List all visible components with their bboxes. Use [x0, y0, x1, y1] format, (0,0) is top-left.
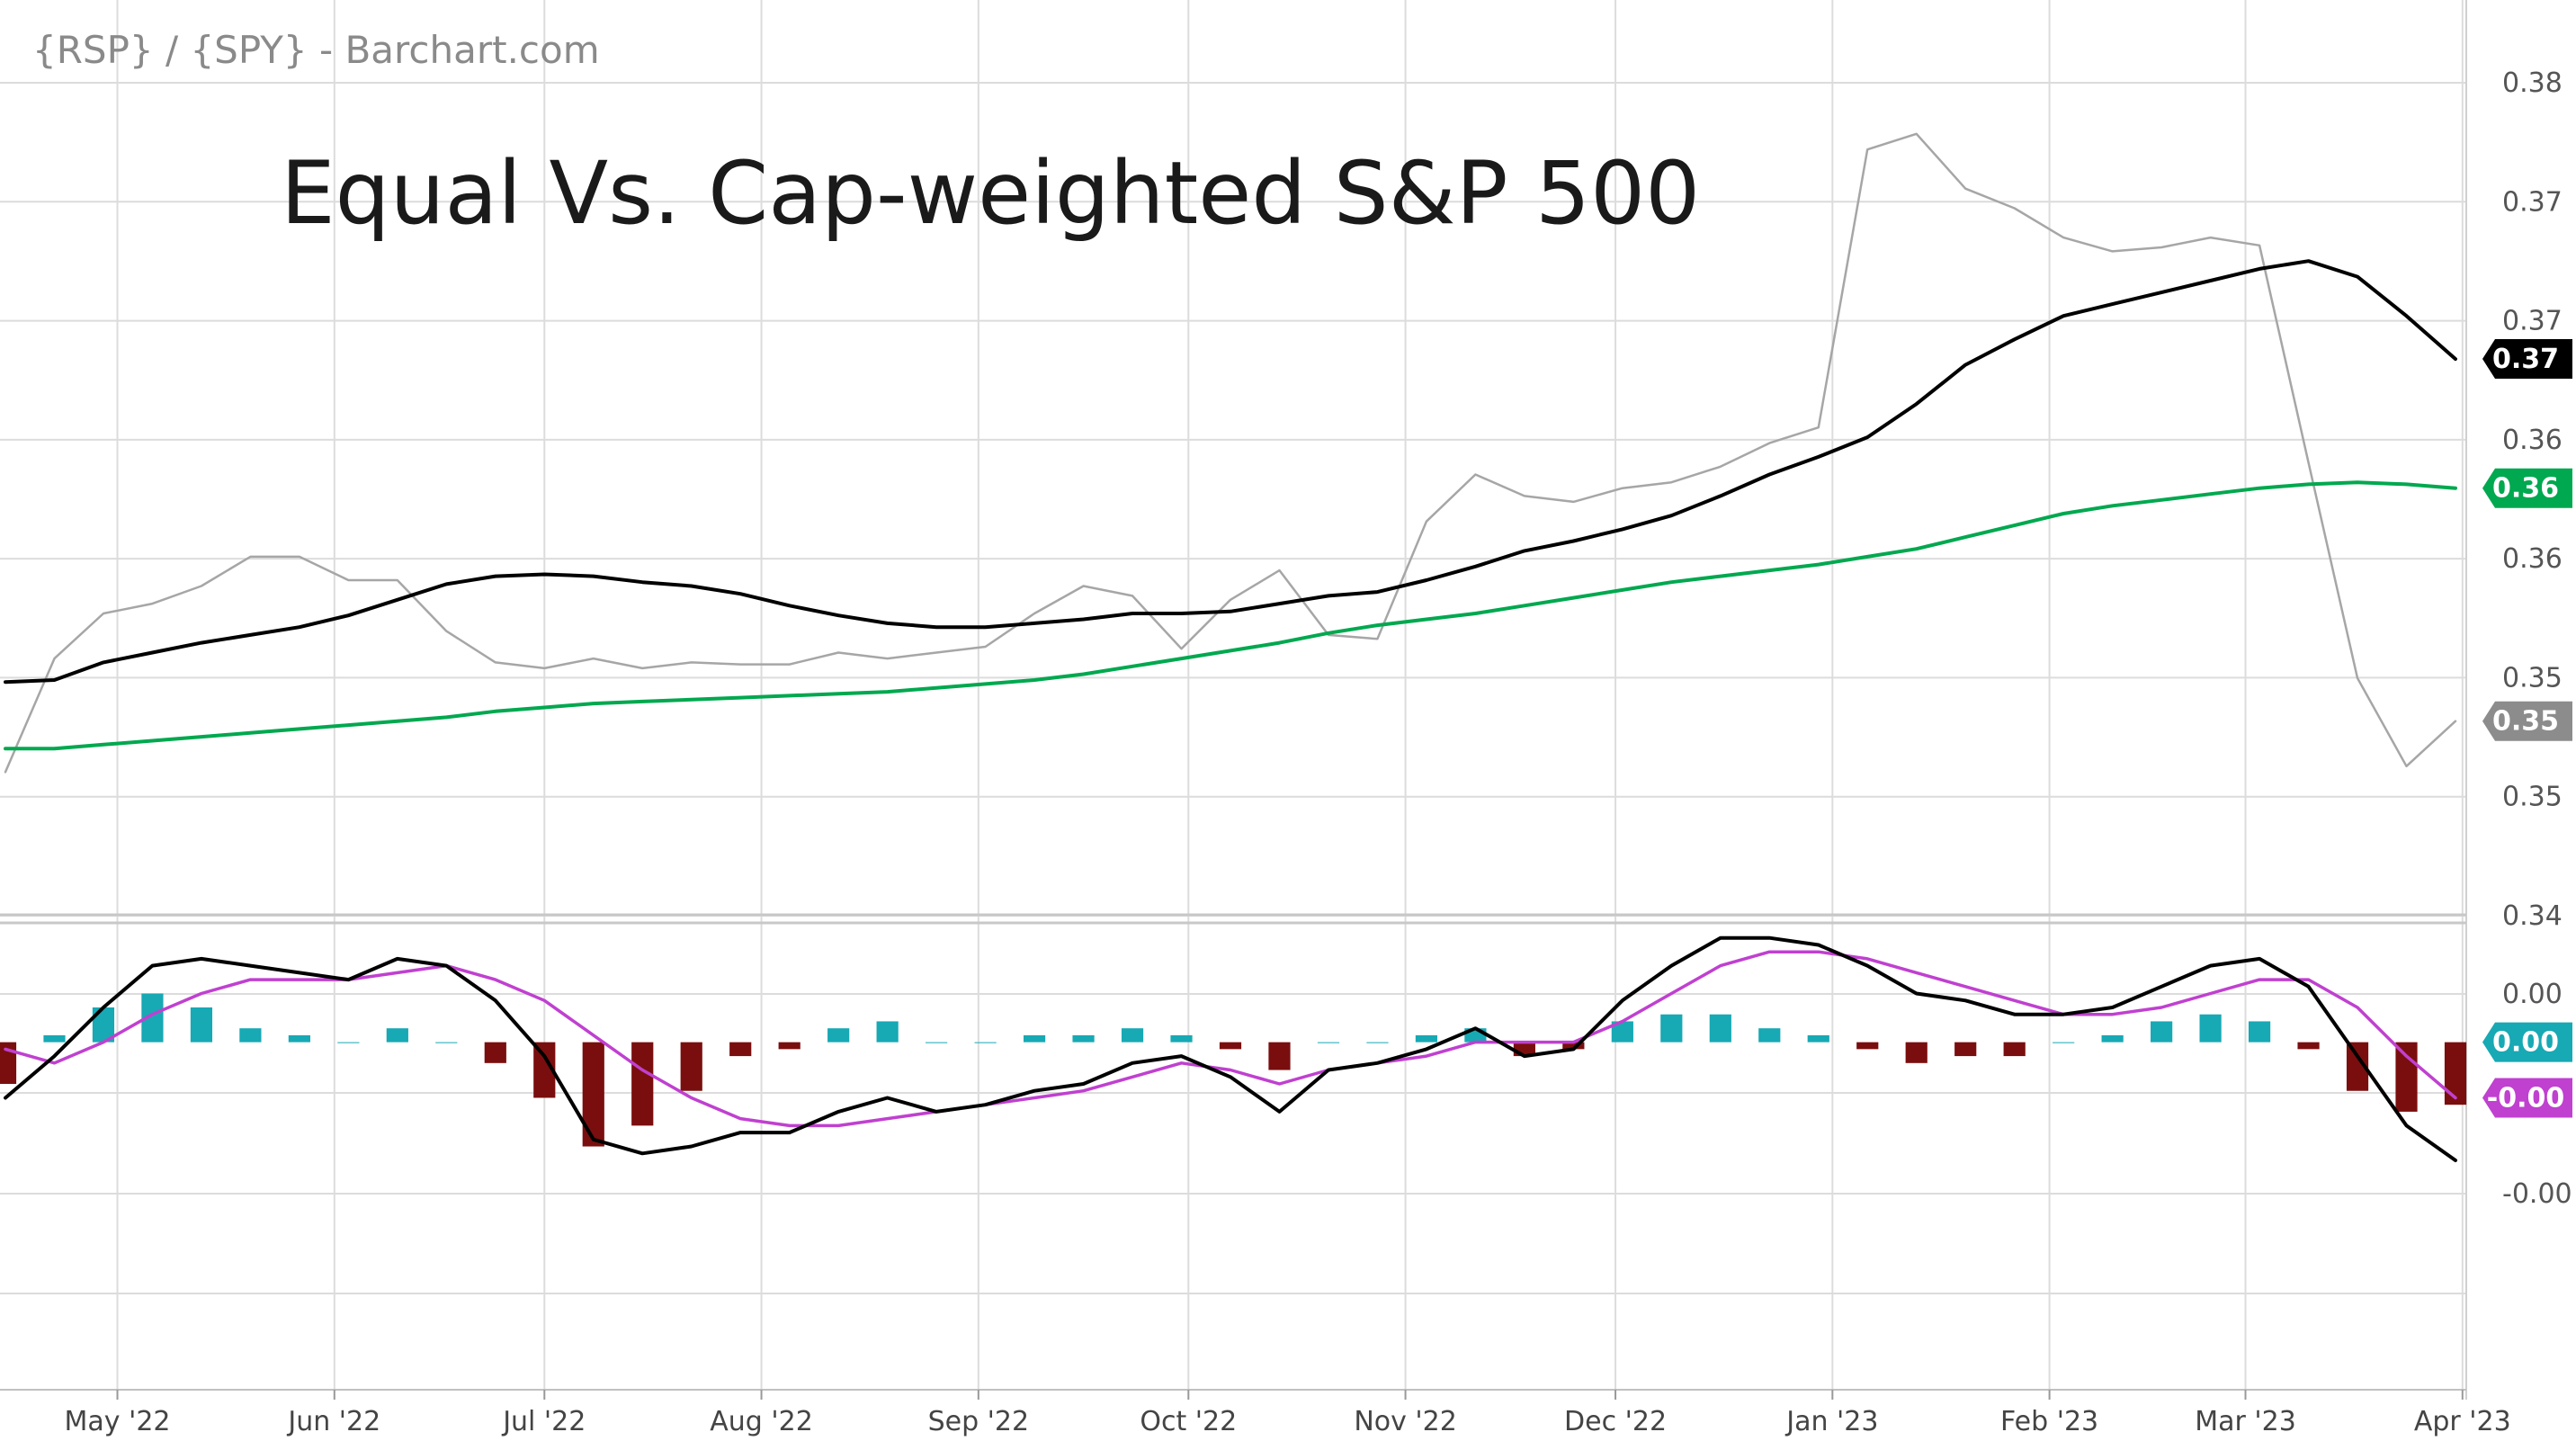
x-tick-label: Aug '22	[710, 1406, 813, 1437]
ratio-badge: 0.35	[2482, 701, 2572, 741]
badge-label: 0.36	[2492, 473, 2559, 505]
badge-shape	[2482, 701, 2572, 741]
x-tick-label: Jun '22	[286, 1406, 380, 1437]
badge-label: 0.00	[2492, 1027, 2559, 1059]
histogram-bar	[2248, 1021, 2271, 1043]
histogram-bar	[729, 1042, 752, 1057]
histogram-bar	[239, 1028, 262, 1043]
fast-average-badge: 0.37	[2482, 339, 2572, 380]
histogram-bar	[288, 1034, 310, 1043]
y-tick-label: 0.38	[2502, 67, 2563, 99]
histogram-bar	[1072, 1034, 1095, 1043]
histogram-bar	[1611, 1021, 1633, 1043]
histogram-bar	[1121, 1028, 1144, 1043]
histogram-bar	[582, 1042, 604, 1147]
x-tick-label: Nov '22	[1354, 1406, 1457, 1437]
histogram-bar	[1562, 1042, 1585, 1050]
value-badges: 0.37 0.36 0.35 0.00 -0.00	[2482, 339, 2572, 1118]
x-tick-label: Mar '23	[2195, 1406, 2296, 1437]
badge-shape	[2482, 1022, 2572, 1062]
histogram-bar	[827, 1028, 850, 1043]
histogram-bar	[1709, 1014, 1731, 1043]
y-tick-label: 0.00	[2502, 979, 2563, 1010]
y-tick-label: 0.35	[2502, 662, 2563, 694]
histogram-bar	[1415, 1034, 1438, 1043]
signal-line	[4, 950, 2457, 1128]
histogram-bar	[1758, 1028, 1781, 1043]
badge-shape	[2482, 468, 2572, 508]
badge-label: -0.00	[2487, 1082, 2564, 1114]
x-tick-label: Dec '22	[1564, 1406, 1667, 1437]
badge-label: 0.37	[2492, 344, 2559, 375]
histogram-bar	[1905, 1042, 1928, 1063]
x-axis: May '22 Jun '22 Jul '22 Aug '22 Sep '22 Oct '…	[65, 1390, 2511, 1437]
y-tick-label: 0.35	[2502, 782, 2563, 813]
slow-average-badge: 0.36	[2482, 468, 2572, 508]
badge-shape	[2482, 1078, 2572, 1118]
x-tick-label: Apr '23	[2414, 1406, 2511, 1437]
ratio-line	[4, 132, 2457, 774]
histogram-bar	[1023, 1034, 1046, 1043]
chart-title: Equal Vs. Cap-weighted S&P 500	[281, 143, 1700, 244]
x-tick-label: Feb '23	[2000, 1406, 2098, 1437]
histogram-bar	[1268, 1042, 1291, 1070]
histogram-bar	[2003, 1042, 2026, 1057]
y-tick-label: 0.36	[2502, 543, 2563, 575]
histogram-bar	[680, 1042, 702, 1091]
badge-label: 0.35	[2492, 706, 2559, 738]
histogram-bar	[386, 1028, 408, 1043]
histogram-bar	[43, 1034, 66, 1043]
histogram-bar	[2444, 1042, 2467, 1105]
x-tick-label: Sep '22	[928, 1406, 1030, 1437]
source-label: {RSP} / {SPY} - Barchart.com	[32, 28, 600, 72]
histogram-bar	[2395, 1042, 2418, 1112]
y-tick-label: 0.34	[2502, 900, 2563, 932]
x-tick-label: Oct '22	[1140, 1406, 1237, 1437]
histogram-bar	[2101, 1034, 2124, 1043]
y-tick-label: 0.36	[2502, 425, 2563, 456]
y-tick-label: 0.37	[2502, 186, 2563, 218]
fast-average-line	[4, 259, 2457, 685]
x-tick-label: May '22	[65, 1406, 171, 1437]
histogram-bar	[2297, 1042, 2320, 1050]
histogram-bar	[1954, 1042, 1977, 1057]
histogram-bar	[876, 1021, 899, 1043]
x-tick-label: Jul '22	[501, 1406, 586, 1437]
histogram-bar	[2151, 1021, 2173, 1043]
histogram-bar	[1170, 1034, 1193, 1043]
histogram-bar	[1856, 1042, 1879, 1050]
histogram-bar	[778, 1042, 801, 1050]
histogram-bar	[1660, 1014, 1683, 1043]
x-tick-label: Jan '23	[1784, 1406, 1878, 1437]
slow-average-line	[4, 480, 2457, 751]
macd-line	[4, 935, 2457, 1162]
series-lines	[4, 132, 2457, 1162]
histogram-bar	[631, 1042, 654, 1126]
histogram-bar	[190, 1007, 213, 1043]
histogram-bar	[484, 1042, 506, 1063]
y-tick-label: -0.00	[2502, 1178, 2572, 1210]
histogram-bar	[1807, 1034, 1829, 1043]
panel-divider	[0, 913, 2466, 925]
histogram-bar	[2199, 1014, 2222, 1043]
y-tick-label: 0.37	[2502, 306, 2563, 337]
badge-shape	[2482, 339, 2572, 380]
y-axis: 0.38 0.37 0.37 0.36 0.36 0.35 0.35 0.34 0.00 -0.0…	[2502, 67, 2572, 1210]
histogram-bar	[1219, 1042, 1242, 1050]
signal-badge: -0.00	[2482, 1078, 2572, 1118]
histogram-badge: 0.00	[2482, 1022, 2572, 1062]
